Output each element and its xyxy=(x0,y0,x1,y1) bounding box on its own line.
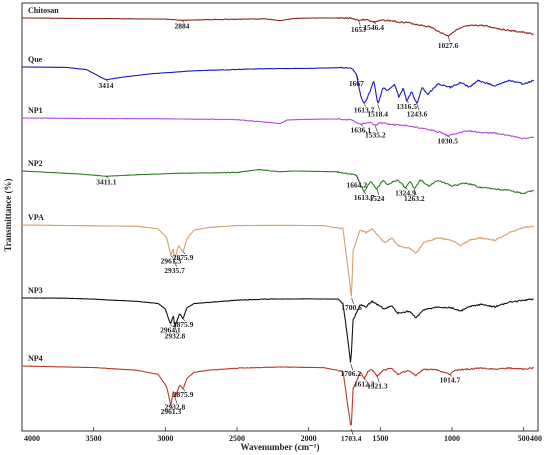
y-axis-label: Transmittance (%) xyxy=(3,178,13,251)
peak-label: 1667 xyxy=(349,79,364,88)
peak-label: 1027.6 xyxy=(438,41,459,50)
peak-label: 2961.3 xyxy=(161,407,182,416)
peak-label: 1521.3 xyxy=(367,382,388,391)
series-label-vpa: VPA xyxy=(28,213,44,222)
series-label-np3: NP3 xyxy=(28,286,43,295)
peak-leader xyxy=(174,326,178,333)
peak-label: 2932.8 xyxy=(165,332,186,341)
peak-leader xyxy=(170,324,173,327)
series-line-np2 xyxy=(21,168,534,195)
peak-label: 2935.7 xyxy=(164,266,185,275)
peak-leader xyxy=(416,104,420,111)
peak-leader xyxy=(375,125,378,132)
peak-label: 2884 xyxy=(174,21,189,30)
peak-label: 2875.9 xyxy=(173,390,194,399)
peak-leader xyxy=(170,255,174,258)
peak-label: 1546.4 xyxy=(363,23,384,32)
peak-label: 2961.3 xyxy=(161,257,182,266)
x-tick-label: 1000 xyxy=(444,434,460,443)
peak-leader xyxy=(350,363,354,371)
peak-label: 1535.2 xyxy=(365,131,386,140)
peak-leader xyxy=(360,124,364,127)
peak-leader xyxy=(376,376,380,383)
plot-frame xyxy=(21,2,539,432)
peak-leader xyxy=(405,187,408,190)
peak-leader xyxy=(447,35,451,43)
peak-label: 1613.7 xyxy=(354,105,375,114)
peak-label: 2964.1 xyxy=(160,325,181,334)
peak-label: 3414 xyxy=(98,81,113,90)
series-label-np1: NP1 xyxy=(28,106,43,115)
x-tick-label: 3500 xyxy=(86,434,102,443)
peak-leader xyxy=(363,104,367,107)
peak-leader xyxy=(406,100,409,104)
x-axis: 4000 3500 3000 2500 2000 1500 1000 500 400 xyxy=(21,427,542,443)
peak-label: 2875.9 xyxy=(173,320,194,329)
peak-label: 2875.9 xyxy=(173,253,194,262)
x-axis-label: Wavenumber (cm⁻¹) xyxy=(240,442,319,452)
peak-leader xyxy=(358,20,361,27)
peak-label: 1700.6 xyxy=(341,303,362,312)
series-line-np1 xyxy=(21,117,535,140)
peak-label: 1612.3 xyxy=(354,380,375,389)
series-line-np4 xyxy=(22,365,534,426)
peak-label: 2932.8 xyxy=(165,403,186,412)
peak-label: 1613.7 xyxy=(354,193,375,202)
peak-leader xyxy=(182,318,186,322)
series-layer xyxy=(21,16,535,426)
peak-leader xyxy=(376,188,380,196)
peak-leader xyxy=(447,135,450,138)
peak-leader xyxy=(373,21,376,25)
peak-label: 1518.4 xyxy=(367,109,388,118)
peak-label: 1263.2 xyxy=(404,194,425,203)
series-line-vpa xyxy=(21,224,535,297)
peak-leader xyxy=(377,104,380,111)
peak-leader xyxy=(182,251,186,255)
peak-label: 1014.7 xyxy=(440,375,461,384)
peak-leader xyxy=(413,188,417,196)
peak-leader xyxy=(106,176,109,179)
peak-leader xyxy=(364,378,367,381)
peak-leader xyxy=(174,260,177,267)
x-tick-label: 1500 xyxy=(372,434,388,443)
peak-leader xyxy=(182,388,186,392)
x-tick-label: 500 xyxy=(518,434,530,443)
peak-label: 1243.6 xyxy=(407,109,428,118)
peak-leader xyxy=(356,73,359,80)
peak-label: 1703.4 xyxy=(341,434,362,443)
series-line-chitosan xyxy=(22,16,534,37)
series-line-que xyxy=(21,66,535,104)
series-label-chitosan: Chitosan xyxy=(28,6,59,15)
peak-leader xyxy=(170,405,174,409)
peak-leader xyxy=(174,397,178,404)
peak-label: 1653 xyxy=(351,25,366,34)
series-label-np4: NP4 xyxy=(28,354,43,363)
x-tick-label: 400 xyxy=(530,434,542,443)
peak-label: 1316.5 xyxy=(396,102,417,111)
peak-leader xyxy=(350,428,354,436)
series-label-que: Que xyxy=(28,55,43,64)
peak-leader xyxy=(105,79,109,82)
peak-label: 3411.1 xyxy=(96,177,116,186)
x-tick-label: 3000 xyxy=(157,434,173,443)
x-tick-label: 2000 xyxy=(301,434,317,443)
peak-label: 1636.1 xyxy=(351,125,372,134)
peak-label: 1524 xyxy=(369,194,384,203)
x-tick-label: 4000 xyxy=(24,434,40,443)
peak-label: 1664.2 xyxy=(346,181,367,190)
peak-leader xyxy=(356,175,360,182)
peak-leader xyxy=(351,297,354,305)
x-tick-label: 2500 xyxy=(229,434,245,443)
peak-leader xyxy=(449,374,453,377)
peak-leader xyxy=(363,191,367,195)
peak-label: 1324.9 xyxy=(395,189,416,198)
peak-label: 1706.2 xyxy=(340,369,361,378)
series-line-np3 xyxy=(21,297,534,363)
peak-leader xyxy=(181,20,185,23)
series-label-np2: NP2 xyxy=(28,159,43,168)
peak-label: 1030.5 xyxy=(437,137,458,146)
